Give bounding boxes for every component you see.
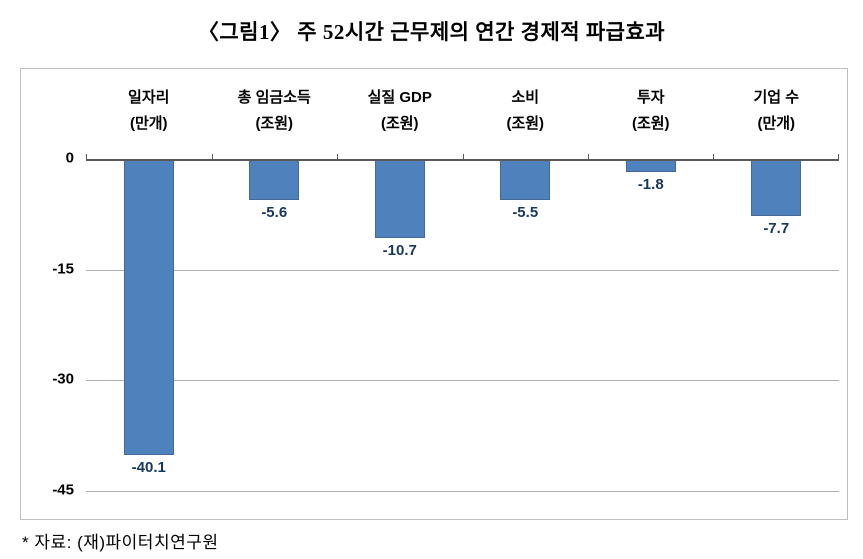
category-unit: (조원)	[380, 114, 419, 132]
bar-column-consumption: -5.5	[463, 159, 589, 491]
category-header-real-gdp: 실질 GDP (조원)	[337, 69, 463, 159]
y-axis-tick-label: 0	[65, 149, 74, 167]
bar-jobs	[123, 159, 174, 455]
category-name: 기업 수	[753, 89, 800, 106]
bar-real-gdp	[374, 159, 425, 238]
axis-tick	[588, 154, 589, 161]
bar-column-real-gdp: -10.7	[337, 159, 463, 491]
bar-value-label: -1.8	[637, 176, 664, 194]
category-name: 실질 GDP	[367, 89, 432, 106]
bar-consumption	[500, 159, 551, 200]
category-header-consumption: 소비 (조원)	[463, 69, 589, 159]
bar-wage-income	[249, 159, 300, 201]
axis-tick	[462, 154, 464, 161]
gridline-minus-30	[86, 380, 839, 382]
axis-tick	[713, 154, 715, 161]
plot-area: 0 -15 -30 -45 -40.1 -5.6 -10.7	[52, 150, 839, 499]
chart-title: 〈그림1〉 주 52시간 근무제의 연간 경제적 파급효과	[197, 20, 666, 44]
bar-column-companies: -7.7	[714, 159, 840, 491]
category-header-investment: 투자 (조원)	[588, 69, 714, 159]
zero-axis-line	[86, 154, 839, 161]
category-name: 일자리	[128, 89, 170, 106]
bar-column-wage-income: -5.6	[212, 159, 338, 491]
category-header-jobs: 일자리 (만개)	[86, 69, 212, 159]
bar-value-label: -5.6	[261, 204, 288, 222]
category-name: 소비	[511, 89, 540, 106]
category-header-row: 일자리 (만개) 총 임금소득 (조원) 실질 GDP (조원) 소비 (조원)…	[86, 69, 839, 159]
category-header-wage-income: 총 임금소득 (조원)	[212, 69, 338, 159]
category-unit: (조원)	[255, 114, 294, 132]
bar-column-investment: -1.8	[588, 159, 714, 491]
category-header-companies: 기업 수 (만개)	[714, 69, 840, 159]
category-name: 투자	[636, 89, 665, 106]
source-note: * 자료: (재)파이터치연구원	[22, 533, 219, 552]
bar-column-jobs: -40.1	[86, 159, 212, 491]
bar-value-label: -7.7	[763, 219, 790, 237]
gridline-minus-45	[86, 491, 839, 492]
category-unit: (만개)	[757, 114, 796, 132]
bar-value-label: -40.1	[131, 458, 166, 476]
y-axis-tick-label: -45	[52, 481, 74, 499]
bar-columns: -40.1 -5.6 -10.7 -5.5 -1.8	[86, 159, 839, 491]
category-unit: (조원)	[631, 114, 670, 132]
y-axis-tick-label: -30	[52, 370, 74, 388]
category-name: 총 임금소득	[237, 89, 311, 106]
bar-companies	[751, 159, 802, 216]
axis-tick	[211, 154, 213, 161]
axis-tick	[838, 154, 839, 161]
bar-investment	[625, 159, 676, 173]
gridline-minus-15	[86, 269, 839, 271]
axis-tick	[86, 154, 87, 161]
y-axis-tick-label: -15	[52, 260, 74, 278]
bar-value-label: -5.5	[512, 203, 539, 221]
chart-frame: 일자리 (만개) 총 임금소득 (조원) 실질 GDP (조원) 소비 (조원)…	[20, 68, 848, 520]
category-unit: (만개)	[129, 114, 168, 132]
bar-value-label: -10.7	[382, 241, 417, 259]
axis-tick	[336, 154, 338, 161]
category-unit: (조원)	[506, 114, 545, 132]
